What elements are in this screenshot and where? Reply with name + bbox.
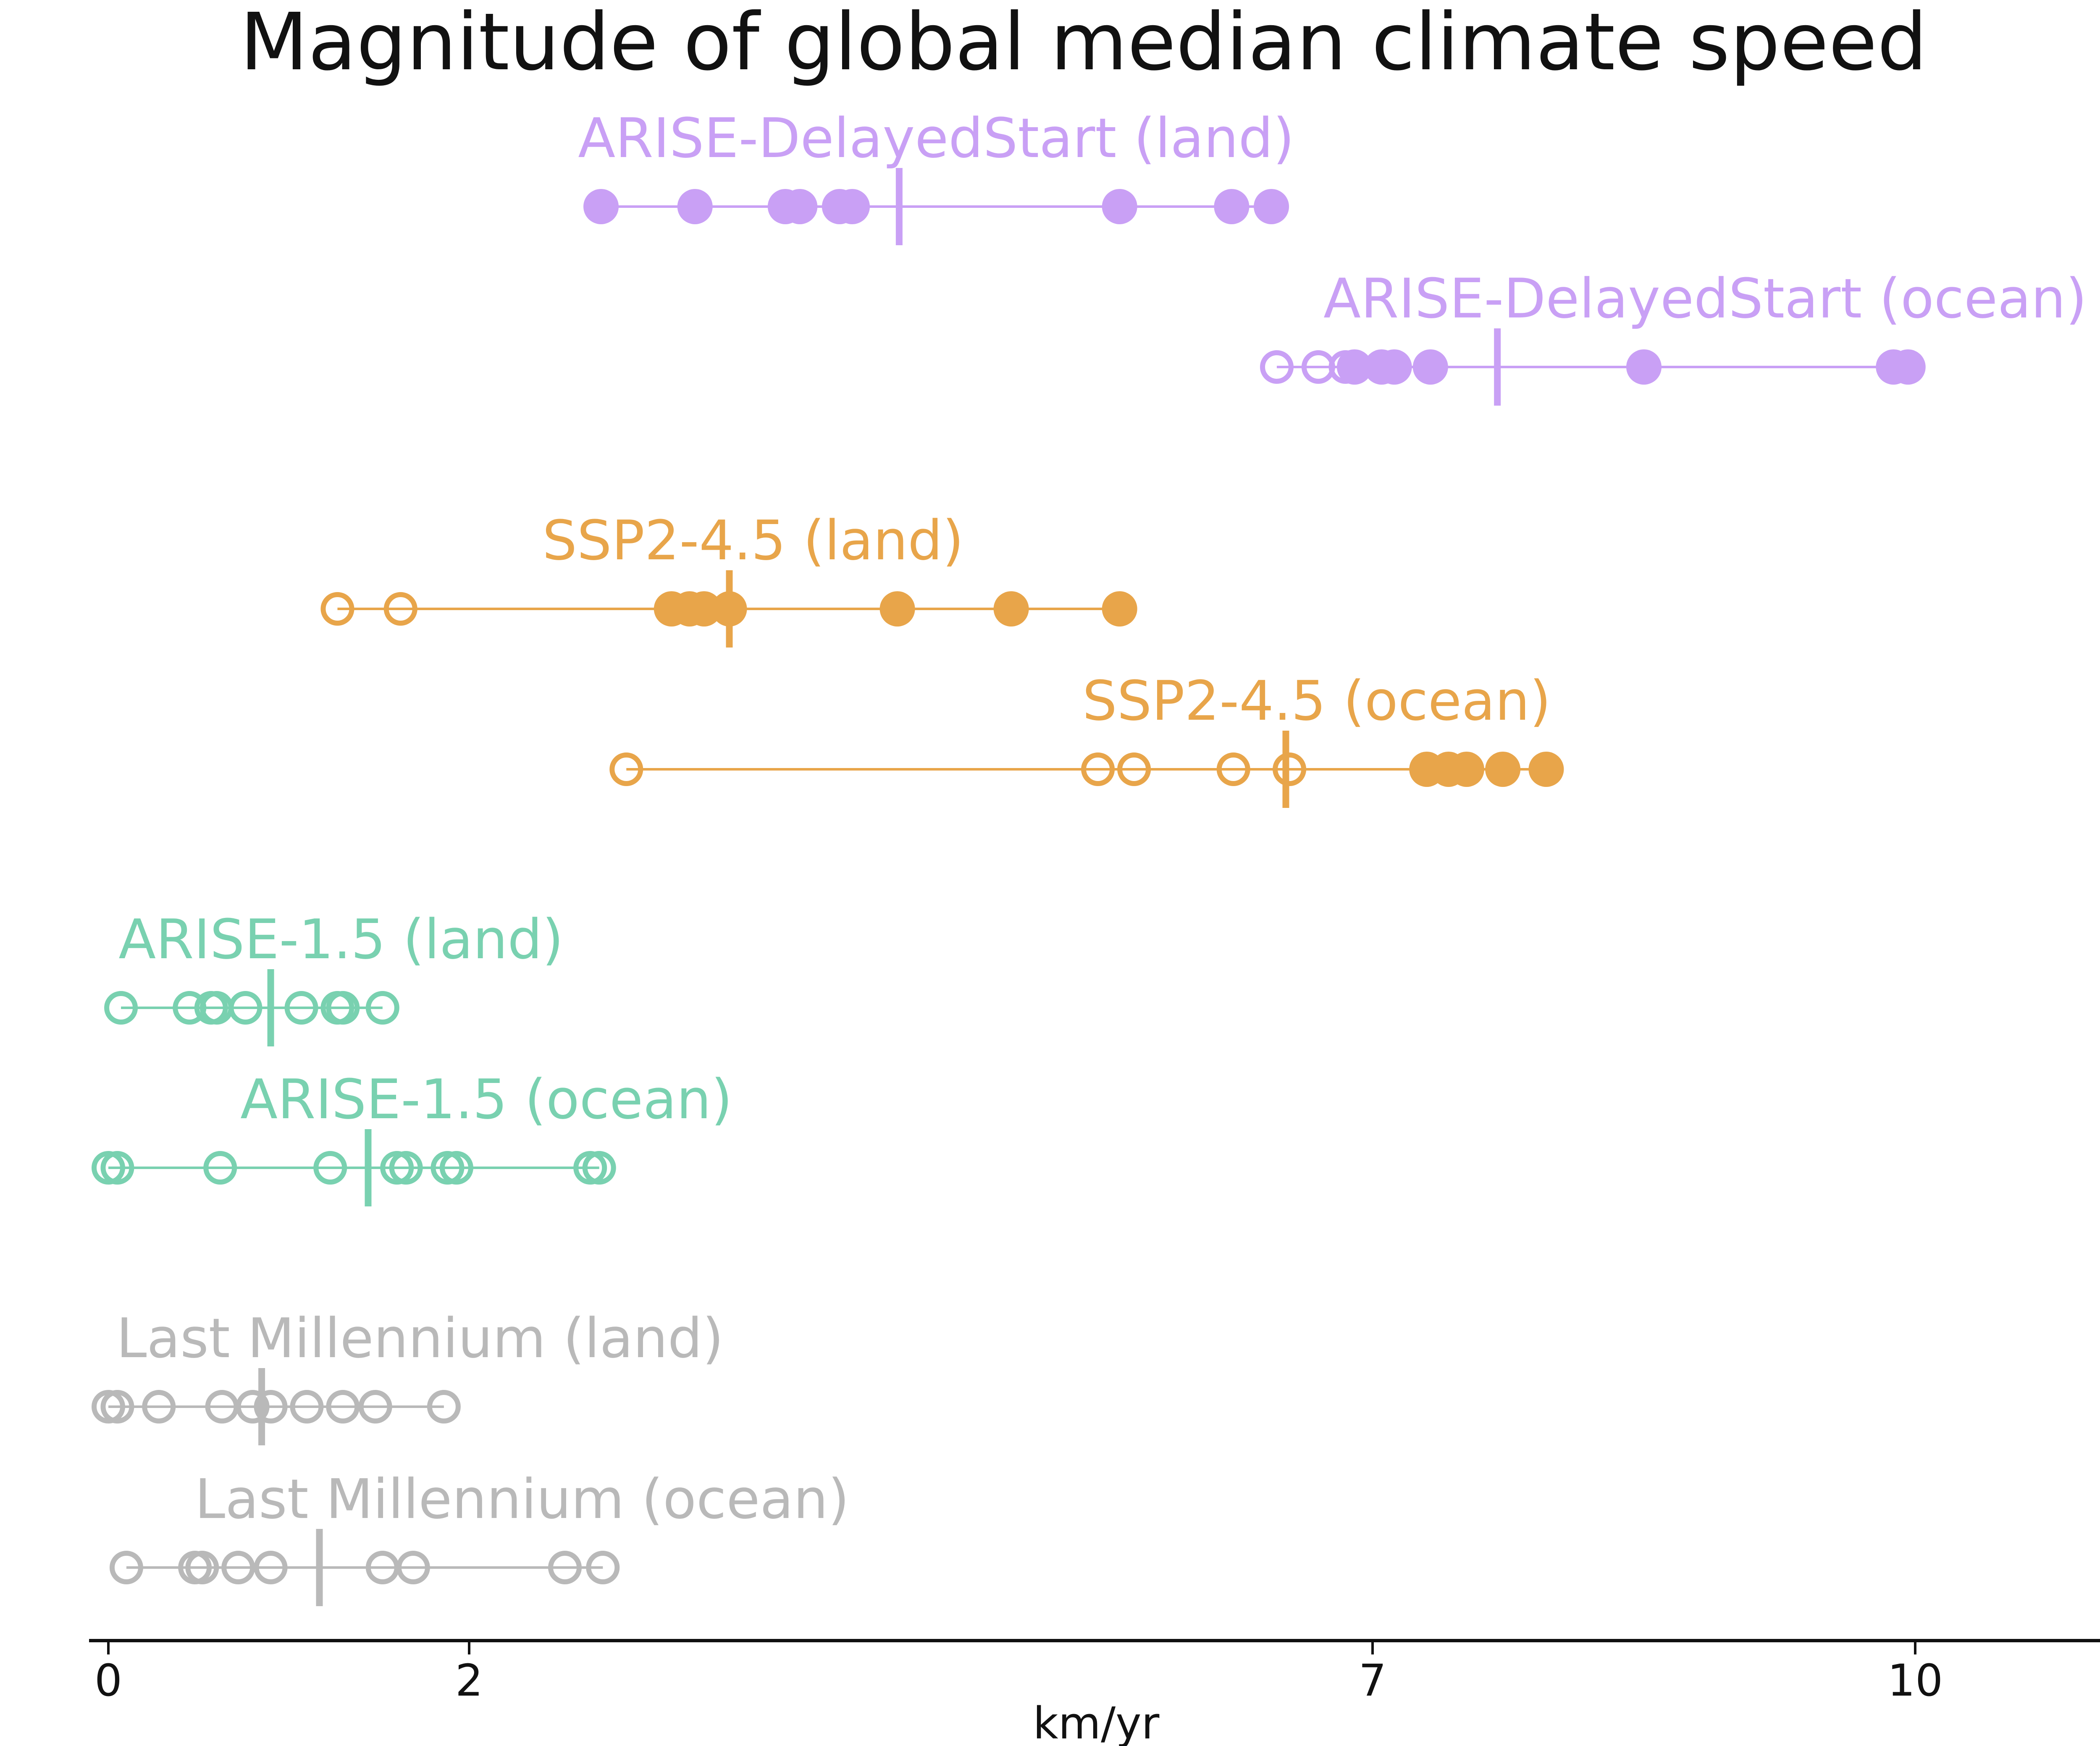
open-marker [1273, 752, 1307, 786]
open-marker [358, 1390, 392, 1424]
x-tick-label: 7 [1359, 1655, 1386, 1706]
open-marker [100, 1151, 134, 1185]
filled-marker [993, 591, 1029, 627]
series-label: SSP2-4.5 (land) [542, 509, 963, 572]
series-layer: ARISE-DelayedStart (land) ARISE-DelayedSt… [92, 106, 2087, 1606]
x-tick-label: 0 [94, 1655, 122, 1706]
open-marker [92, 1390, 125, 1424]
open-marker [100, 1390, 134, 1424]
filled-marker [1528, 752, 1564, 787]
open-marker [92, 1151, 125, 1185]
open-marker [1117, 752, 1151, 786]
filled-marker [782, 189, 818, 224]
filled-marker [1254, 189, 1289, 224]
filled-marker [1412, 349, 1448, 385]
filled-marker [1376, 349, 1412, 385]
series-label: ARISE-DelayedStart (land) [578, 106, 1294, 170]
open-marker [383, 592, 417, 626]
series-row: ARISE-1.5 (land) [104, 907, 564, 1046]
open-marker [254, 1390, 288, 1424]
open-marker [1081, 752, 1115, 786]
series-row: ARISE-1.5 (ocean) [92, 1067, 732, 1206]
x-axis: 0 2 7 10 [89, 1639, 2100, 1706]
filled-marker [1102, 189, 1137, 224]
x-tick-label: 10 [1887, 1655, 1943, 1706]
open-marker [109, 1551, 143, 1584]
open-marker [320, 592, 354, 626]
open-marker [609, 752, 643, 786]
series-label: ARISE-1.5 (land) [118, 907, 563, 971]
filled-marker [686, 591, 722, 627]
open-marker [104, 991, 138, 1025]
open-marker [221, 1551, 255, 1584]
open-marker [254, 1551, 288, 1584]
open-marker [313, 1151, 347, 1185]
x-tick-label: 2 [455, 1655, 483, 1706]
open-marker [586, 1551, 620, 1584]
open-marker [380, 1151, 414, 1185]
open-marker [582, 1151, 616, 1185]
open-marker [439, 1151, 473, 1185]
series-row: Last Millennium (land) [92, 1306, 724, 1445]
chart-title: Magnitude of global median climate speed [240, 0, 1927, 88]
series-row: ARISE-DelayedStart (land) [578, 106, 1294, 245]
series-label: Last Millennium (land) [116, 1306, 724, 1370]
open-marker [573, 1151, 607, 1185]
series-row: Last Millennium (ocean) [109, 1467, 849, 1606]
open-marker [1216, 752, 1250, 786]
filled-marker [1890, 349, 1926, 385]
series-label: SSP2-4.5 (ocean) [1082, 669, 1551, 733]
x-axis-label: km/yr [1033, 1698, 1160, 1746]
series-row: SSP2-4.5 (ocean) [609, 669, 1564, 808]
open-marker [365, 991, 399, 1025]
open-marker [185, 1551, 219, 1584]
open-marker [236, 1390, 270, 1424]
filled-marker [835, 189, 870, 224]
series-row: ARISE-DelayedStart (ocean) [1260, 267, 2087, 406]
filled-marker [583, 189, 619, 224]
series-label: ARISE-DelayedStart (ocean) [1323, 267, 2087, 330]
open-marker [228, 991, 262, 1025]
open-marker [427, 1390, 461, 1424]
open-marker [284, 991, 318, 1025]
open-marker [548, 1551, 582, 1584]
filled-marker [1102, 591, 1137, 627]
open-marker [1260, 350, 1294, 384]
open-marker [290, 1390, 324, 1424]
filled-marker [677, 189, 713, 224]
open-marker [396, 1551, 430, 1584]
open-marker [326, 1390, 360, 1424]
open-marker [142, 1390, 176, 1424]
open-marker [203, 1151, 237, 1185]
open-marker [326, 991, 360, 1025]
series-label: Last Millennium (ocean) [195, 1467, 849, 1531]
filled-marker [1449, 752, 1484, 787]
filled-marker [1336, 349, 1372, 385]
open-marker [430, 1151, 465, 1185]
filled-marker [1626, 349, 1662, 385]
series-label: ARISE-1.5 (ocean) [240, 1067, 732, 1131]
filled-marker [1214, 189, 1250, 224]
series-row: SSP2-4.5 (land) [320, 509, 1137, 648]
filled-marker [879, 591, 915, 627]
open-marker [389, 1151, 423, 1185]
filled-marker [1485, 752, 1521, 787]
